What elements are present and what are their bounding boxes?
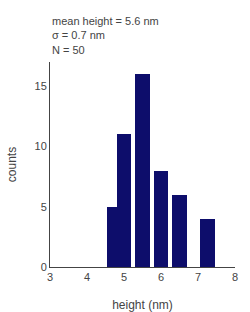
svg-text:0: 0 bbox=[41, 261, 47, 273]
svg-text:15: 15 bbox=[35, 80, 47, 92]
svg-text:3: 3 bbox=[47, 271, 53, 283]
svg-text:mean height = 5.6 nmσ = 0.7 nm: mean height = 5.6 nmσ = 0.7 nmN = 50 bbox=[52, 15, 159, 56]
svg-text:8: 8 bbox=[232, 271, 238, 283]
svg-text:6: 6 bbox=[158, 271, 164, 283]
svg-text:5: 5 bbox=[121, 271, 127, 283]
svg-text:counts: counts bbox=[5, 147, 19, 182]
svg-text:5: 5 bbox=[41, 201, 47, 213]
svg-text:height (nm): height (nm) bbox=[112, 298, 173, 312]
svg-text:4: 4 bbox=[84, 271, 90, 283]
svg-text:10: 10 bbox=[35, 140, 47, 152]
svg-text:7: 7 bbox=[195, 271, 201, 283]
